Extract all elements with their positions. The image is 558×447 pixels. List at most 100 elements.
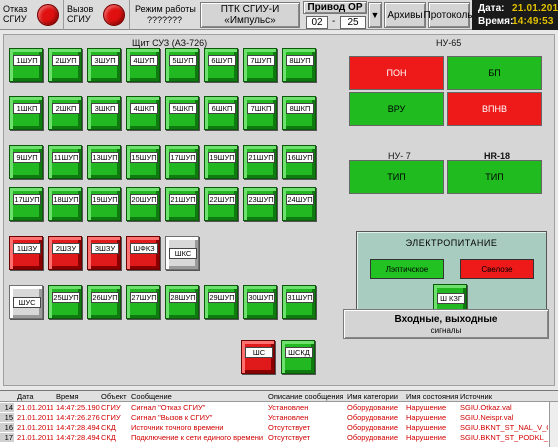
power-main-button[interactable]: Лэптичское bbox=[370, 259, 444, 279]
cabinet-tile[interactable]: 13ШУП bbox=[87, 145, 121, 179]
indicator-vru[interactable]: ВРУ bbox=[349, 92, 444, 126]
cabinet-tile[interactable]: 30ШУП bbox=[243, 285, 277, 319]
drive-to-field[interactable]: 25 bbox=[340, 16, 366, 29]
log-header-state[interactable]: Имя состояния bbox=[406, 392, 458, 401]
tile-label: ШФКЗ bbox=[130, 243, 158, 254]
cabinet-tile[interactable]: 5ШКП bbox=[165, 96, 199, 130]
log-cell-src: SGIU.Neispr.val bbox=[460, 413, 514, 422]
cabinet-tile[interactable]: 2ШУП bbox=[48, 48, 82, 82]
cabinet-tile[interactable]: 21ШУП bbox=[165, 187, 199, 221]
io-signals-button[interactable]: Входные, выходные сигналы bbox=[343, 309, 549, 339]
log-cell-desc: Установлен bbox=[268, 413, 309, 422]
cabinet-tile[interactable]: 19ШУП bbox=[204, 145, 238, 179]
log-header-object[interactable]: Объект bbox=[101, 392, 127, 401]
drive-or-button[interactable]: Привод ОР bbox=[303, 1, 367, 14]
cabinet-tile[interactable]: 17ШУП bbox=[165, 145, 199, 179]
cabinet-tile[interactable]: ШФКЗ bbox=[126, 236, 160, 270]
cabinet-tile[interactable]: 8ШУП bbox=[282, 48, 316, 82]
cabinet-tile[interactable]: ШКС bbox=[165, 236, 199, 270]
tile-label: 9ШУП bbox=[13, 152, 41, 163]
tile-label: 5ШКП bbox=[169, 103, 197, 114]
power-title: ЭЛЕКТРОПИТАНИЕ bbox=[405, 238, 498, 248]
log-cell-obj: СКД bbox=[101, 423, 116, 432]
cabinet-tile[interactable]: 9ШУП bbox=[9, 145, 43, 179]
divider bbox=[129, 0, 130, 30]
cabinet-tile[interactable]: 4ШКП bbox=[126, 96, 160, 130]
cabinet-tile[interactable]: 25ШУП bbox=[48, 285, 82, 319]
ny7-title: НУ- 7 bbox=[388, 151, 411, 161]
log-cell-date: 21.01.2011 bbox=[17, 433, 53, 442]
cabinet-tile[interactable]: 19ШУП bbox=[87, 187, 121, 221]
io-signals-label-1: Входные, выходные bbox=[394, 314, 498, 325]
drive-range-separator: - bbox=[332, 16, 336, 27]
cabinet-tile[interactable]: 1ШЗУ bbox=[9, 236, 43, 270]
log-header-category[interactable]: Имя категории bbox=[347, 392, 398, 401]
log-header-message[interactable]: Сообщение bbox=[131, 392, 172, 401]
cabinet-tile[interactable]: ШС bbox=[241, 340, 275, 374]
power-reserve-button[interactable]: Свелозе bbox=[460, 259, 534, 279]
cabinet-tile[interactable]: 15ШУП bbox=[126, 145, 160, 179]
log-header-description[interactable]: Описание сообщения bbox=[268, 392, 343, 401]
cabinet-tile[interactable]: 24ШУП bbox=[282, 187, 316, 221]
cabinet-tile[interactable]: 21ШУП bbox=[243, 145, 277, 179]
cabinet-tile[interactable]: 3ШУП bbox=[87, 48, 121, 82]
cabinet-tile[interactable]: 17ШУП bbox=[9, 187, 43, 221]
log-cell-idx: 17 bbox=[0, 433, 14, 442]
cabinet-tile[interactable]: 3ШКП bbox=[87, 96, 121, 130]
log-cell-desc: Отсутствует bbox=[268, 433, 311, 442]
cabinet-tile[interactable]: 16ШУП bbox=[282, 145, 316, 179]
log-header-date[interactable]: Дата bbox=[17, 392, 34, 401]
top-toolbar: Отказ СГИУ Вызов СГИУ Режим работы ?????… bbox=[0, 0, 558, 30]
log-cell-src: SGIU.BKNT_ST_NAL_V_C bbox=[460, 423, 548, 432]
log-scrollbar[interactable] bbox=[549, 402, 558, 447]
cabinet-tile[interactable]: 2ШКП bbox=[48, 96, 82, 130]
cabinet-tile[interactable]: 28ШУП bbox=[165, 285, 199, 319]
log-row[interactable]: 16 21.01.2011 14:47:28.494 СКД Источник точн… bbox=[0, 423, 558, 432]
drive-from-field[interactable]: 02 bbox=[306, 16, 328, 29]
cabinet-tile[interactable]: 6ШКП bbox=[204, 96, 238, 130]
cabinet-tile[interactable]: 3ШЗУ bbox=[87, 236, 121, 270]
tile-label: 21ШУП bbox=[247, 152, 275, 163]
cabinet-tile[interactable]: 22ШУП bbox=[204, 187, 238, 221]
cabinet-tile[interactable]: ШУС bbox=[9, 285, 43, 319]
log-cell-time: 14:47:28.494 bbox=[56, 423, 100, 432]
cabinet-tile[interactable]: ШСКД bbox=[281, 340, 315, 374]
drive-dropdown-icon[interactable]: ▼ bbox=[368, 2, 382, 28]
indicator-pon[interactable]: ПОН bbox=[349, 56, 444, 90]
cabinet-tile[interactable]: 2ШЗУ bbox=[48, 236, 82, 270]
cabinet-tile[interactable]: 31ШУП bbox=[282, 285, 316, 319]
cabinet-tile[interactable]: 7ШУП bbox=[243, 48, 277, 82]
log-cell-obj: СГИУ bbox=[101, 413, 121, 422]
log-header-row: Дата Время Объект Сообщение Описание соо… bbox=[0, 391, 558, 402]
cabinet-tile[interactable]: 4ШУП bbox=[126, 48, 160, 82]
cabinet-tile[interactable]: 20ШУП bbox=[126, 187, 160, 221]
tile-label: 2ШЗУ bbox=[52, 243, 80, 254]
log-cell-obj: СГИУ bbox=[101, 403, 121, 412]
datetime-panel: Дата: 21.01.2011 Время: 14:49:53 bbox=[472, 0, 558, 30]
cabinet-tile[interactable]: 1ШКП bbox=[9, 96, 43, 130]
cabinet-tile[interactable]: 7ШКП bbox=[243, 96, 277, 130]
indicator-tip-nr18[interactable]: ТИП bbox=[447, 160, 542, 194]
log-row[interactable]: 14 21.01.2011 14:47:25.190 СГИУ Сигнал "Отка… bbox=[0, 403, 558, 412]
tile-label: 28ШУП bbox=[169, 292, 197, 303]
cabinet-tile[interactable]: 18ШУП bbox=[48, 187, 82, 221]
cabinet-tile[interactable]: 11ШУП bbox=[48, 145, 82, 179]
log-row[interactable]: 17 21.01.2011 14:47:28.494 СКД Подключение к… bbox=[0, 433, 558, 442]
log-header-source[interactable]: Источник bbox=[460, 392, 493, 401]
indicator-vpnv[interactable]: ВПНВ bbox=[447, 92, 542, 126]
indicator-tip-ny7[interactable]: ТИП bbox=[349, 160, 444, 194]
cabinet-tile[interactable]: 27ШУП bbox=[126, 285, 160, 319]
cabinet-tile[interactable]: 5ШУП bbox=[165, 48, 199, 82]
cabinet-tile[interactable]: 8ШКП bbox=[282, 96, 316, 130]
indicator-bp[interactable]: БП bbox=[447, 56, 542, 90]
protocols-button[interactable]: Протоколы bbox=[424, 2, 475, 28]
log-header-time[interactable]: Время bbox=[56, 392, 79, 401]
cabinet-tile[interactable]: 29ШУП bbox=[204, 285, 238, 319]
cabinet-tile[interactable]: 1ШУП bbox=[9, 48, 43, 82]
log-cell-desc: Отсутствует bbox=[268, 423, 311, 432]
log-row[interactable]: 15 21.01.2011 14:47:26.276 СГИУ Сигнал "Вызо… bbox=[0, 413, 558, 422]
cabinet-tile[interactable]: 6ШУП bbox=[204, 48, 238, 82]
cabinet-tile[interactable]: 23ШУП bbox=[243, 187, 277, 221]
archives-button[interactable]: Архивы bbox=[384, 2, 426, 28]
cabinet-tile[interactable]: 26ШУП bbox=[87, 285, 121, 319]
